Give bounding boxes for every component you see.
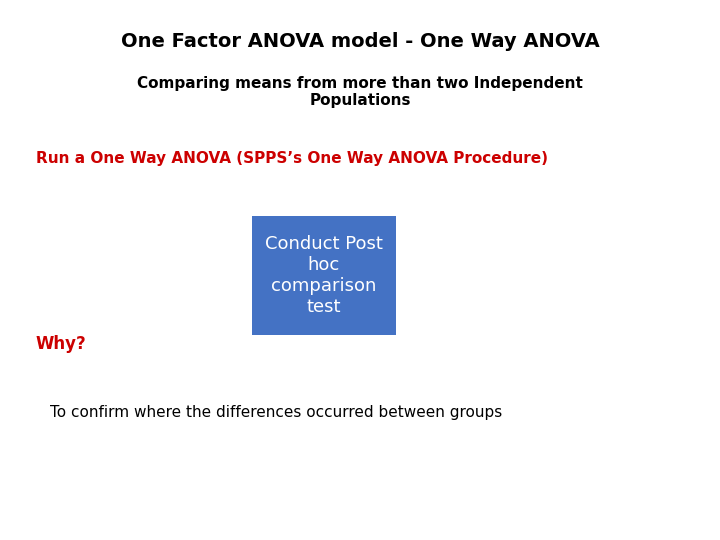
FancyBboxPatch shape <box>252 216 396 335</box>
Text: Comparing means from more than two Independent
Populations: Comparing means from more than two Indep… <box>137 76 583 108</box>
Text: Why?: Why? <box>36 335 86 353</box>
Text: Run a One Way ANOVA (SPPS’s One Way ANOVA Procedure): Run a One Way ANOVA (SPPS’s One Way ANOV… <box>36 151 548 166</box>
Text: One Factor ANOVA model - One Way ANOVA: One Factor ANOVA model - One Way ANOVA <box>121 32 599 51</box>
Text: To confirm where the differences occurred between groups: To confirm where the differences occurre… <box>50 405 503 420</box>
Text: Conduct Post
hoc
comparison
test: Conduct Post hoc comparison test <box>265 235 383 315</box>
